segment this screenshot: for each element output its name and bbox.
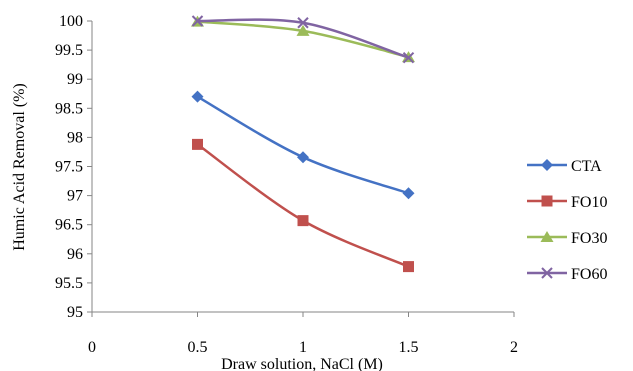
- legend-marker: [540, 231, 554, 242]
- x-tick-label: 0: [88, 339, 96, 356]
- x-tick-label: 1: [299, 339, 307, 356]
- legend-item-cta: CTA: [527, 158, 602, 175]
- legend-label: FO30: [571, 230, 607, 247]
- series-fo10: [192, 138, 414, 273]
- y-tick-label: 96: [67, 246, 83, 263]
- legend-label: CTA: [571, 158, 602, 175]
- data-point-fo60: [191, 15, 204, 27]
- data-point-fo10: [192, 138, 203, 150]
- y-tick-label: 95.5: [55, 275, 83, 292]
- y-tick-label: 96.5: [55, 217, 83, 234]
- y-tick-label: 99: [67, 71, 83, 88]
- legend-item-fo30: FO30: [527, 230, 607, 247]
- series-line-cta: [196, 95, 409, 195]
- legend-item-fo60: FO60: [527, 266, 607, 283]
- series-cta: [191, 90, 415, 200]
- legend-marker: [541, 195, 553, 207]
- data-point-fo30: [296, 24, 310, 36]
- series-lines: [191, 15, 415, 273]
- axes: 95 95.5 96 96.5 97 97.5 98 98.5 99 99.5 100 0 0.5 1 1.…: [55, 13, 518, 356]
- x-tick-label: 0.5: [188, 339, 208, 356]
- data-point-fo10: [297, 215, 309, 227]
- y-tick-label: 98: [67, 129, 83, 146]
- data-point-fo10: [403, 261, 414, 273]
- marker-stroke: [402, 51, 415, 64]
- marker-stroke: [541, 267, 553, 279]
- marker-stroke: [191, 15, 204, 27]
- legend-marker: [541, 267, 553, 279]
- y-axis-label: Humic Acid Removal (%): [11, 83, 28, 251]
- y-tick-label: 99.5: [55, 42, 83, 59]
- y-tick-label: 98.5: [55, 100, 83, 117]
- legend: CTA FO10 FO30 FO60: [527, 158, 607, 283]
- x-tick-label: 1.5: [399, 339, 419, 356]
- marker-stroke: [297, 17, 309, 29]
- data-point-fo60: [402, 51, 415, 64]
- legend-marker: [541, 159, 553, 171]
- y-tick-label: 97.5: [55, 159, 83, 176]
- x-axis-label: Draw solution, NaCl (M): [221, 356, 383, 371]
- x-tick-label: 2: [510, 339, 518, 356]
- legend-label: FO60: [571, 266, 607, 283]
- y-tick-label: 95: [67, 304, 83, 321]
- data-point-cta: [297, 151, 309, 164]
- legend-label: FO10: [571, 194, 607, 211]
- data-point-cta: [402, 187, 415, 200]
- data-point-fo60: [297, 17, 309, 29]
- data-point-cta: [191, 90, 204, 103]
- y-tick-label: 97: [67, 188, 83, 205]
- y-tick-label: 100: [59, 13, 83, 30]
- legend-item-fo10: FO10: [527, 194, 607, 211]
- series-fo60: [191, 15, 415, 64]
